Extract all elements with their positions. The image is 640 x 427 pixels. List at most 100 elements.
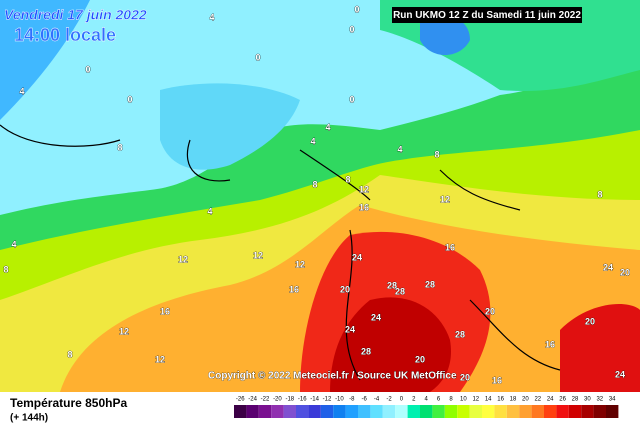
scale-swatch <box>283 405 296 418</box>
scale-swatch <box>333 405 346 418</box>
cold-core-north <box>420 15 470 55</box>
scale-label: -14 <box>310 397 319 403</box>
contour-label: 4 <box>207 206 212 216</box>
scale-label: -2 <box>386 397 392 403</box>
contour-label: 24 <box>371 312 381 322</box>
cold-core <box>160 83 300 170</box>
scale-label: 10 <box>460 397 467 403</box>
contour-label: 20 <box>415 354 425 364</box>
scale-label: 4 <box>425 397 429 403</box>
contour-label: 16 <box>545 339 555 349</box>
contour-label: 28 <box>395 286 405 296</box>
scale-label: -18 <box>285 397 294 403</box>
copyright: Copyright © 2022 Meteociel.fr / Source U… <box>208 371 457 382</box>
scale-label: 16 <box>497 397 504 403</box>
scale-swatch <box>271 405 284 418</box>
scale-label: -10 <box>335 397 344 403</box>
contour-label: 0 <box>127 94 132 104</box>
scale-swatch <box>234 405 247 418</box>
contour-label: 4 <box>19 86 24 96</box>
scale-swatch <box>432 405 445 418</box>
contour-label: 28 <box>387 280 397 290</box>
coastline <box>0 124 561 381</box>
contour-label: 4 <box>397 144 402 154</box>
contour-label: 0 <box>349 24 354 34</box>
contour-label: 4 <box>325 122 330 132</box>
scale-label: -4 <box>374 397 380 403</box>
scale-label: 24 <box>547 397 554 403</box>
scale-label: -6 <box>362 397 368 403</box>
scale-label: -8 <box>349 397 355 403</box>
scale-swatch <box>519 405 532 418</box>
scale-swatch <box>246 405 259 418</box>
scale-swatch <box>556 405 569 418</box>
scale-swatch <box>581 405 594 418</box>
scale-swatch <box>593 405 606 418</box>
contour-label: 12 <box>178 254 188 264</box>
date: Vendredi 17 juin 2022 <box>4 7 147 23</box>
contour-label: 24 <box>345 324 355 334</box>
contour-label: 16 <box>160 306 170 316</box>
contour-label: 12 <box>155 354 165 364</box>
footer-title: Température 850hPa <box>10 396 127 410</box>
scale-label: 8 <box>449 397 453 403</box>
scale-swatch <box>531 405 544 418</box>
contour-label: 16 <box>445 242 455 252</box>
contour-label: 4 <box>11 239 16 249</box>
map <box>0 0 640 392</box>
contour-label: 16 <box>359 202 369 212</box>
scale-label: 12 <box>472 397 479 403</box>
contour-label: 0 <box>349 94 354 104</box>
scale-label: -22 <box>261 397 270 403</box>
contour-label: 8 <box>434 149 439 159</box>
scale-swatch <box>506 405 520 418</box>
scale-label: -24 <box>248 397 257 403</box>
contour-label: 8 <box>345 174 350 184</box>
scale-label: 6 <box>437 397 441 403</box>
scale-swatch <box>345 405 358 418</box>
scale-swatch <box>444 405 458 418</box>
scale-swatch <box>494 405 507 418</box>
contour-label: 0 <box>354 4 359 14</box>
scale-swatch <box>568 405 582 418</box>
scale-label: -20 <box>273 397 282 403</box>
scale-label: 28 <box>572 397 579 403</box>
contour-label: 28 <box>425 279 435 289</box>
contour-label: 28 <box>455 329 465 339</box>
contour-label: 24 <box>615 369 625 379</box>
scale-label: -26 <box>236 397 245 403</box>
contour-label: 16 <box>492 375 502 385</box>
scale-label: 0 <box>400 397 404 403</box>
scale-swatch <box>370 405 383 418</box>
time: 14:00 locale <box>14 25 116 45</box>
scale-swatch <box>469 405 482 418</box>
contour-label: 28 <box>361 346 371 356</box>
scale-swatch <box>358 405 371 418</box>
footer-lead: (+ 144h) <box>10 413 48 424</box>
contour-label: 0 <box>85 64 90 74</box>
scale-swatch <box>258 405 272 418</box>
contour-label: 24 <box>352 252 362 262</box>
contour-label: 20 <box>620 267 630 277</box>
scale-swatch <box>296 405 309 418</box>
contour-label: 12 <box>119 326 129 336</box>
contour-label: 8 <box>3 264 8 274</box>
contour-label: 12 <box>359 184 369 194</box>
color-scale: -26 -24 -22 -20 -18 -16 -14 -12 -10 -8 -6 -4 -2 0 2 4 6 8… <box>234 397 619 418</box>
scale-label: 26 <box>559 397 566 403</box>
contour-label: 12 <box>253 250 263 260</box>
contour-label: 20 <box>485 306 495 316</box>
contour-label: 16 <box>289 284 299 294</box>
scale-swatch <box>482 405 495 418</box>
scale-label: 22 <box>534 397 541 403</box>
cold-core-west <box>0 0 90 120</box>
contour-label: 8 <box>312 179 317 189</box>
scale-label: -12 <box>323 397 332 403</box>
scale-swatch <box>457 405 470 418</box>
run-text: Run UKMO 12 Z du Samedi 11 juin 2022 <box>393 10 581 21</box>
scale-label: 18 <box>510 397 517 403</box>
scale-swatch <box>320 405 334 418</box>
scale-label: 2 <box>412 397 416 403</box>
